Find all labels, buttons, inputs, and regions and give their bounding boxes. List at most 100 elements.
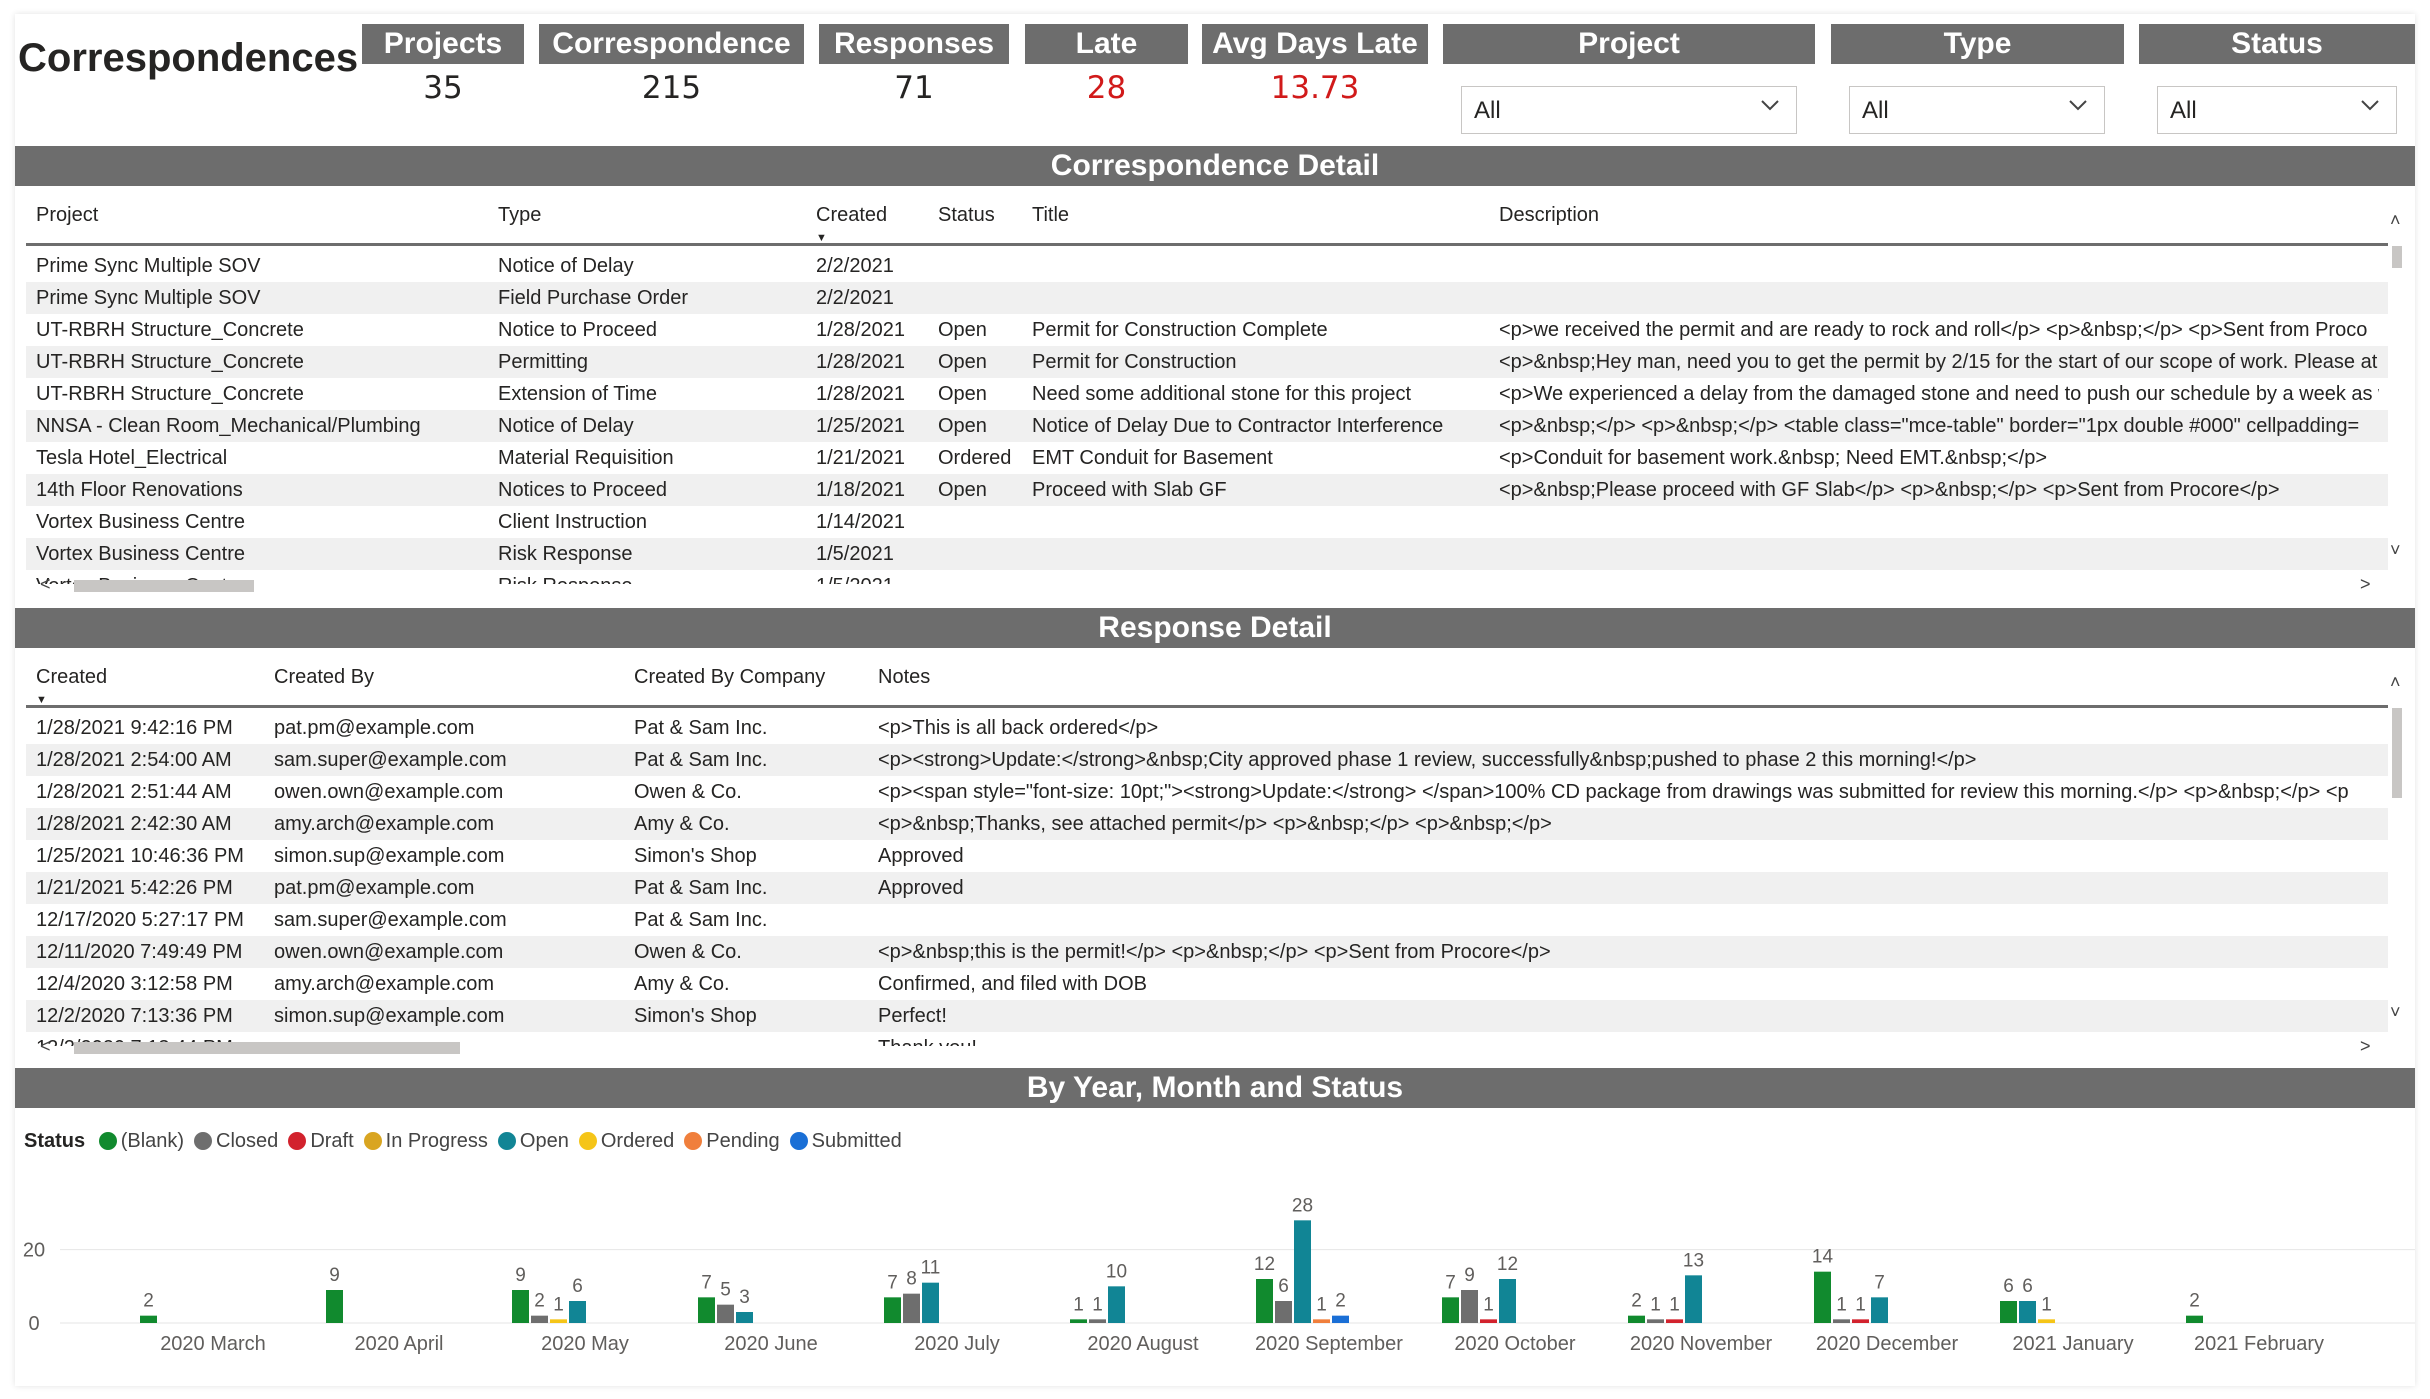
- bar[interactable]: [1666, 1319, 1683, 1323]
- bar[interactable]: [1070, 1319, 1087, 1323]
- scroll-thumb[interactable]: [2392, 246, 2402, 268]
- bar[interactable]: [1461, 1290, 1478, 1323]
- bar[interactable]: [1685, 1275, 1702, 1323]
- table-row[interactable]: NNSA - Clean Room_Mechanical/Plumbing Not…: [26, 410, 2388, 442]
- data-label: 7: [887, 1272, 898, 1293]
- bar[interactable]: [1332, 1315, 1349, 1323]
- table-row[interactable]: 1/28/2021 2:42:30 AM amy.arch@example.com…: [26, 808, 2388, 840]
- bar[interactable]: [1852, 1319, 1869, 1323]
- table-row[interactable]: Tesla Hotel_Electrical Material Requisiti…: [26, 442, 2388, 474]
- scroll-left-icon[interactable]: <: [40, 1036, 51, 1056]
- data-label: 2: [143, 1291, 154, 1312]
- table-cell: Pat & Sam Inc.: [634, 877, 768, 899]
- table-row[interactable]: UT-RBRH Structure_Concrete Permitting 1/28…: [26, 346, 2388, 378]
- bar[interactable]: [736, 1312, 753, 1323]
- scroll-left-icon[interactable]: <: [40, 574, 51, 594]
- bar[interactable]: [1871, 1297, 1888, 1323]
- bar[interactable]: [1294, 1220, 1311, 1323]
- table-row[interactable]: 14th Floor Renovations Notices to Proceed…: [26, 474, 2388, 506]
- bar[interactable]: [1442, 1297, 1459, 1323]
- col-status[interactable]: Status: [938, 204, 995, 226]
- scroll-thumb[interactable]: [2392, 708, 2402, 798]
- bar[interactable]: [2000, 1301, 2017, 1323]
- scroll-down-icon[interactable]: ˅: [2390, 540, 2401, 560]
- table-row[interactable]: 12/4/2020 3:12:58 PM amy.arch@example.com…: [26, 968, 2388, 1000]
- legend-item[interactable]: Ordered: [578, 1130, 674, 1153]
- table-row[interactable]: Vortex Business Centre Risk Response 1/5/2…: [26, 538, 2388, 570]
- bar[interactable]: [1275, 1301, 1292, 1323]
- table-row[interactable]: Vortex Business Centre Client Instruction…: [26, 506, 2388, 538]
- bar[interactable]: [1499, 1279, 1516, 1323]
- bar[interactable]: [922, 1282, 939, 1323]
- table-row[interactable]: 1/28/2021 9:42:16 PM pat.pm@example.com Pa…: [26, 712, 2388, 744]
- legend-item[interactable]: Open: [497, 1130, 569, 1153]
- correspondence-vertical-scrollbar[interactable]: ˄ ˅: [2388, 210, 2406, 566]
- bar[interactable]: [140, 1315, 157, 1323]
- table-cell: 14th Floor Renovations: [36, 479, 243, 501]
- scroll-up-icon[interactable]: ˄: [2390, 210, 2401, 230]
- legend-item[interactable]: Draft: [288, 1130, 354, 1153]
- bar[interactable]: [2186, 1315, 2203, 1323]
- scroll-right-icon[interactable]: >: [2360, 574, 2371, 594]
- response-vertical-scrollbar[interactable]: ˄ ˅: [2388, 672, 2406, 1028]
- table-row[interactable]: Vortex Business Centre Risk Response 1/5/2…: [26, 570, 2388, 584]
- bar[interactable]: [698, 1297, 715, 1323]
- col-created-by[interactable]: Created By: [274, 666, 375, 688]
- legend-item[interactable]: Submitted: [789, 1130, 902, 1153]
- dropdown-value: All: [2170, 97, 2197, 124]
- bar[interactable]: [1089, 1319, 1106, 1323]
- bar[interactable]: [512, 1290, 529, 1323]
- table-row[interactable]: 12/11/2020 7:49:49 PM owen.own@example.co…: [26, 936, 2388, 968]
- table-row[interactable]: Prime Sync Multiple SOV Field Purchase Or…: [26, 282, 2388, 314]
- legend-item[interactable]: In Progress: [363, 1130, 488, 1153]
- bar[interactable]: [569, 1301, 586, 1323]
- correspondence-horizontal-scrollbar[interactable]: [74, 580, 254, 592]
- bar[interactable]: [1833, 1319, 1850, 1323]
- bar[interactable]: [1647, 1319, 1664, 1323]
- table-row[interactable]: UT-RBRH Structure_Concrete Notice to Proc…: [26, 314, 2388, 346]
- bar[interactable]: [531, 1315, 548, 1323]
- bar[interactable]: [550, 1319, 567, 1323]
- bar[interactable]: [2038, 1319, 2055, 1323]
- table-row[interactable]: 1/25/2021 10:46:36 PM simon.sup@example.c…: [26, 840, 2388, 872]
- table-row[interactable]: 1/28/2021 2:51:44 AM owen.own@example.com…: [26, 776, 2388, 808]
- col-notes[interactable]: Notes: [878, 666, 931, 688]
- col-created-by-company[interactable]: Created By Company: [634, 666, 826, 688]
- bar[interactable]: [884, 1297, 901, 1323]
- bar[interactable]: [1628, 1315, 1645, 1323]
- table-row[interactable]: UT-RBRH Structure_Concrete Extension of T…: [26, 378, 2388, 410]
- response-horizontal-scrollbar[interactable]: [74, 1042, 460, 1054]
- col-created[interactable]: Created: [816, 204, 888, 226]
- table-cell: <p><span style="font-size: 10pt;"><stron…: [878, 781, 2349, 803]
- col-description[interactable]: Description: [1499, 204, 1600, 226]
- col-type[interactable]: Type: [498, 204, 542, 226]
- bar[interactable]: [903, 1293, 920, 1323]
- bar[interactable]: [1256, 1279, 1273, 1323]
- bar[interactable]: [2019, 1301, 2036, 1323]
- project-dropdown[interactable]: All: [1461, 86, 1797, 134]
- scroll-right-icon[interactable]: >: [2360, 1036, 2371, 1056]
- table-row[interactable]: 12/2/2020 7:13:44 PM Thank you!: [26, 1032, 2388, 1046]
- table-row[interactable]: 12/2/2020 7:13:36 PM simon.sup@example.co…: [26, 1000, 2388, 1032]
- bar[interactable]: [1108, 1286, 1125, 1323]
- col-title[interactable]: Title: [1032, 204, 1070, 226]
- col-project[interactable]: Project: [36, 204, 99, 226]
- bar[interactable]: [717, 1304, 734, 1323]
- table-row[interactable]: 12/17/2020 5:27:17 PM sam.super@example.c…: [26, 904, 2388, 936]
- scroll-up-icon[interactable]: ˄: [2390, 672, 2401, 692]
- bar[interactable]: [1480, 1319, 1497, 1323]
- scroll-down-icon[interactable]: ˅: [2390, 1002, 2401, 1022]
- table-cell: <p>&nbsp;this is the permit!</p> <p>&nbs…: [878, 941, 1551, 963]
- bar[interactable]: [326, 1290, 343, 1323]
- legend-item[interactable]: (Blank): [98, 1130, 184, 1153]
- bar[interactable]: [1313, 1319, 1330, 1323]
- table-row[interactable]: 1/28/2021 2:54:00 AM sam.super@example.co…: [26, 744, 2388, 776]
- bar[interactable]: [1814, 1271, 1831, 1323]
- legend-item[interactable]: Pending: [684, 1130, 780, 1153]
- legend-item[interactable]: Closed: [194, 1130, 278, 1153]
- status-dropdown[interactable]: All: [2157, 86, 2397, 134]
- type-dropdown[interactable]: All: [1849, 86, 2105, 134]
- col-created[interactable]: Created: [36, 666, 108, 688]
- table-row[interactable]: Prime Sync Multiple SOV Notice of Delay 2/…: [26, 250, 2388, 282]
- table-row[interactable]: 1/21/2021 5:42:26 PM pat.pm@example.com Pa…: [26, 872, 2388, 904]
